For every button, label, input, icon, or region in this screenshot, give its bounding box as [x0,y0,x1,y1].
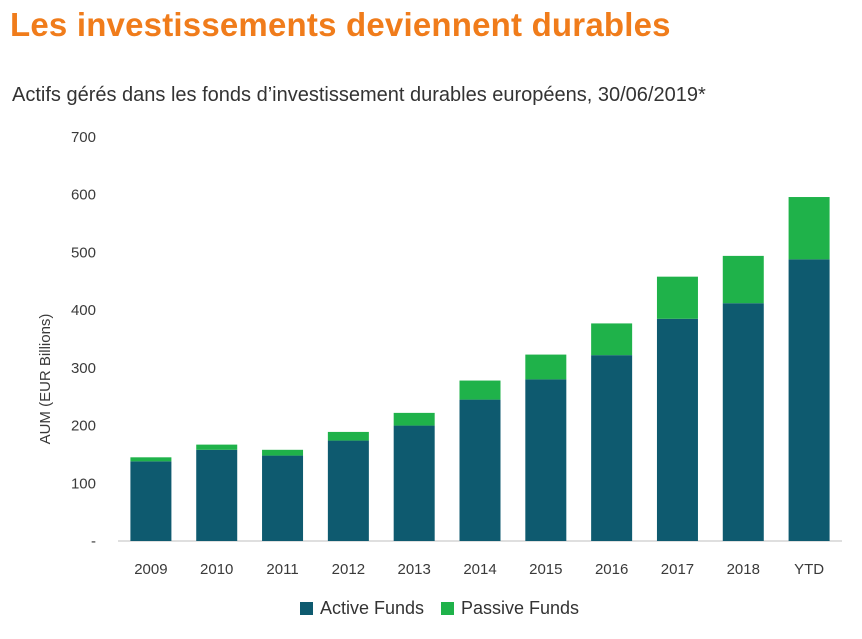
bar-active-funds [788,259,830,541]
bar-active-funds [459,399,501,541]
x-tick-label: 2015 [529,561,562,578]
bar-active-funds [262,455,304,541]
x-tick-label: 2016 [595,561,628,578]
x-tick-label: 2014 [463,561,496,578]
x-tick-label: 2013 [397,561,430,578]
x-tick-label: 2012 [332,561,365,578]
chart-subtitle: Actifs gérés dans les fonds d’investisse… [12,84,706,106]
bar-passive-funds [591,323,633,356]
legend-active-funds-label: Active Funds [320,598,424,618]
bar-active-funds [393,425,435,541]
bar-passive-funds [327,431,369,441]
bar-active-funds [591,355,633,541]
legend-passive-funds-label: Passive Funds [461,598,579,618]
y-tick-label: 300 [71,360,96,377]
x-tick-label: 2018 [727,561,760,578]
legend-passive-funds-swatch [441,602,454,615]
y-tick-label: 700 [71,129,96,146]
x-tick-label: 2010 [200,561,233,578]
x-tick-label: 2011 [266,561,298,578]
bar-passive-funds [393,412,435,426]
bar-passive-funds [130,457,172,462]
bar-passive-funds [525,354,567,380]
bar-active-funds [722,303,764,541]
x-tick-label: 2017 [661,561,694,578]
y-tick-label: 400 [71,302,96,319]
y-tick-label: 600 [71,187,96,204]
bar-passive-funds [459,380,501,400]
bar-active-funds [656,318,698,541]
y-tick-label: 200 [71,418,96,435]
page-title: Les investissements deviennent durables [10,6,671,43]
y-axis-title: AUM (EUR Billions) [37,314,54,445]
bar-passive-funds [788,197,830,260]
legend-active-funds-swatch [300,602,313,615]
bar-passive-funds [722,255,764,304]
x-tick-label: 2009 [134,561,167,578]
y-tick-label: 500 [71,244,96,261]
y-tick-label: 100 [71,475,96,492]
bar-passive-funds [656,276,698,319]
bar-active-funds [525,379,567,541]
bar-passive-funds [262,449,304,456]
bar-active-funds [196,449,238,541]
x-tick-label: YTD [794,561,824,578]
y-tick-label: - [91,533,96,550]
bar-passive-funds [196,444,238,450]
bar-active-funds [327,440,369,541]
bar-active-funds [130,461,172,541]
